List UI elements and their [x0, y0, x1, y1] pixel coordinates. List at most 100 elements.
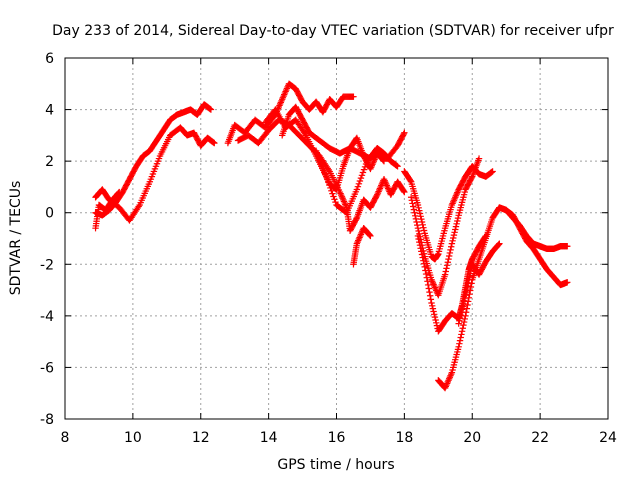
data-point: [458, 328, 466, 335]
data-point: [431, 311, 438, 318]
data-point: [461, 294, 468, 302]
data-point: [354, 183, 362, 190]
data-point: [330, 193, 337, 200]
x-axis-label: GPS time / hours: [277, 457, 394, 473]
series-track-15: [496, 204, 571, 253]
data-point: [352, 215, 360, 223]
data-point: [445, 252, 453, 260]
data-point: [412, 212, 419, 220]
x-tick-label: 14: [260, 430, 278, 446]
x-tick-label: 12: [192, 430, 210, 446]
data-point: [448, 240, 456, 247]
data-point: [432, 316, 439, 324]
x-tick-label: 10: [124, 430, 142, 446]
data-point: [420, 260, 428, 267]
data-point: [394, 163, 401, 170]
data-point: [454, 214, 462, 222]
data-point: [466, 273, 473, 280]
data-point: [466, 290, 473, 298]
data-point: [411, 209, 418, 216]
data-point: [464, 301, 471, 309]
data-point: [489, 168, 496, 175]
data-point: [350, 93, 357, 100]
data-point: [451, 229, 458, 236]
data-point: [564, 243, 571, 250]
data-point: [456, 337, 464, 344]
y-tick-label: 6: [45, 51, 54, 67]
data-point: [447, 246, 454, 254]
data-point: [359, 169, 367, 176]
data-point: [426, 288, 433, 296]
data-point: [463, 285, 471, 293]
data-point: [380, 157, 388, 165]
data-point: [421, 263, 428, 271]
data-point: [456, 340, 463, 347]
data-point: [420, 227, 428, 234]
data-point: [420, 257, 427, 264]
data-point: [458, 309, 465, 316]
data-point: [353, 186, 361, 193]
chart-title: Day 233 of 2014, Sidereal Day-to-day VTE…: [52, 23, 614, 39]
data-point: [414, 201, 422, 209]
data-point: [418, 218, 426, 226]
series-track-14: [455, 240, 503, 327]
data-point: [454, 217, 461, 225]
data-point: [448, 243, 455, 250]
data-point: [415, 235, 422, 243]
data-point: [116, 188, 123, 196]
data-point: [426, 292, 434, 299]
data-point: [414, 221, 421, 229]
data-point: [429, 302, 436, 310]
data-point: [332, 198, 339, 206]
data-point: [467, 270, 474, 277]
data-point: [329, 190, 336, 197]
data-point: [407, 177, 414, 184]
data-point: [413, 218, 420, 226]
data-point: [418, 215, 425, 223]
data-point: [458, 306, 466, 313]
data-point: [416, 207, 423, 214]
data-point: [331, 196, 338, 203]
data-point: [358, 172, 366, 179]
data-point: [495, 241, 502, 248]
x-tick-label: 18: [395, 430, 413, 446]
data-point: [458, 331, 465, 338]
data-point: [409, 200, 416, 207]
data-point: [419, 221, 426, 229]
data-point: [444, 259, 452, 266]
data-point: [424, 281, 432, 289]
x-tick-label: 22: [531, 430, 549, 446]
data-point: [373, 192, 380, 200]
data-point: [414, 232, 422, 240]
data-point: [460, 297, 468, 305]
data-point: [433, 319, 440, 327]
data-point: [407, 194, 415, 201]
data-point: [424, 278, 431, 285]
series-track-3: [92, 188, 123, 232]
data-point: [360, 166, 368, 173]
series-track-4: [224, 80, 357, 147]
data-point: [380, 157, 387, 164]
data-point: [428, 299, 435, 307]
data-point: [415, 227, 422, 235]
data-point: [207, 106, 215, 113]
data-point: [430, 308, 437, 315]
data-point: [457, 311, 464, 319]
data-point: [445, 255, 452, 263]
data-point: [496, 240, 503, 247]
data-point: [416, 210, 424, 217]
data-point: [115, 189, 122, 197]
data-point: [443, 262, 451, 269]
y-tick-label: 4: [45, 103, 54, 119]
y-tick-label: -4: [40, 309, 54, 325]
data-point: [401, 188, 408, 196]
data-point: [475, 155, 483, 162]
data-point: [418, 248, 425, 255]
data-point: [467, 267, 475, 274]
data-point: [441, 271, 449, 278]
series-track-9: [312, 134, 388, 193]
data-point: [427, 296, 435, 303]
data-point: [455, 343, 462, 350]
data-point: [462, 312, 469, 320]
